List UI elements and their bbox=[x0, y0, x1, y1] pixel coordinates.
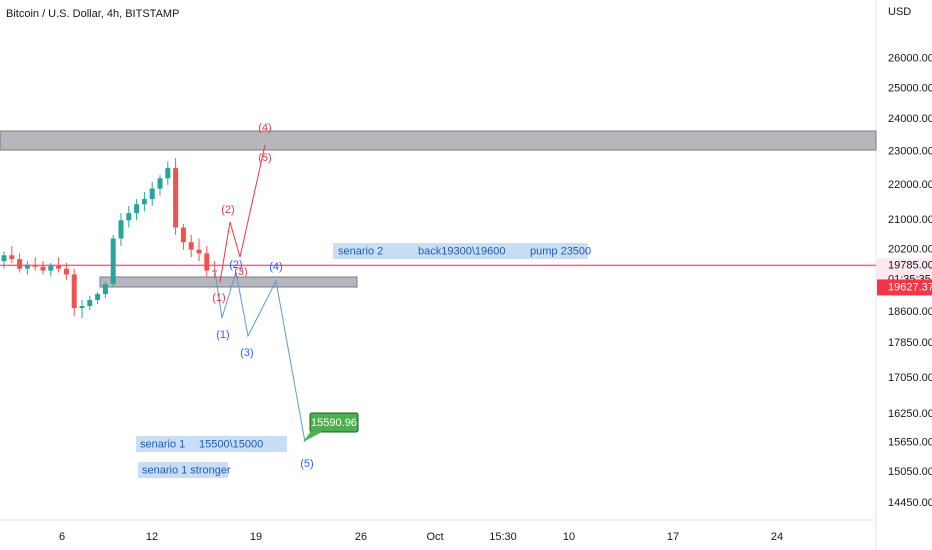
y-tick-label: 24000.00 bbox=[888, 113, 932, 125]
candle-body bbox=[110, 238, 116, 285]
y-tick-label: 22000.00 bbox=[888, 179, 932, 191]
target-box bbox=[309, 412, 359, 433]
candle-body bbox=[149, 188, 155, 199]
note-box bbox=[138, 462, 228, 478]
candle-body bbox=[56, 265, 62, 269]
candle-body bbox=[1, 255, 7, 261]
wave-label: (1) bbox=[212, 292, 225, 304]
note-box bbox=[136, 436, 287, 452]
wave-label: (4) bbox=[258, 122, 271, 134]
candle-body bbox=[87, 299, 93, 307]
candle-body bbox=[71, 274, 77, 309]
candle-body bbox=[196, 249, 202, 254]
candle-body bbox=[102, 284, 108, 295]
x-tick-label: 15:30 bbox=[489, 531, 517, 543]
x-tick-label: 24 bbox=[771, 531, 783, 543]
x-tick-label: Oct bbox=[426, 531, 443, 543]
y-tick-label: 21000.00 bbox=[888, 214, 932, 226]
candle-body bbox=[165, 168, 171, 179]
candle-body bbox=[180, 227, 186, 243]
wave-label: (2) bbox=[221, 204, 234, 216]
note-text: senario 2 bbox=[338, 245, 383, 257]
last-price-box bbox=[877, 279, 932, 296]
candle-body bbox=[40, 266, 46, 271]
y-tick-label: 20200.00 bbox=[888, 244, 932, 256]
y-tick-label: 17850.00 bbox=[888, 337, 932, 349]
candle-body bbox=[95, 294, 101, 300]
target-pointer bbox=[303, 430, 322, 442]
candle-body bbox=[157, 178, 163, 189]
y-tick-label: 15650.00 bbox=[888, 437, 932, 449]
y-tick-label: 26000.00 bbox=[888, 53, 932, 65]
y-tick-label: 18600.00 bbox=[888, 306, 932, 318]
note-text: back19300\19600 bbox=[418, 245, 505, 257]
axis-unit: USD bbox=[888, 6, 911, 18]
candle-body bbox=[9, 255, 15, 260]
y-tick-label: 14450.00 bbox=[888, 497, 932, 509]
wave-label: (3) bbox=[240, 347, 253, 359]
x-tick-label: 6 bbox=[59, 531, 65, 543]
x-tick-label: 10 bbox=[563, 531, 575, 543]
last-price-label: 19627.37 bbox=[888, 281, 932, 293]
candle-body bbox=[204, 253, 210, 271]
note-text: 15500\15000 bbox=[199, 438, 263, 450]
symbol-title: Bitcoin / U.S. Dollar, 4h, BITSTAMP bbox=[6, 8, 179, 20]
x-tick-label: 12 bbox=[146, 531, 158, 543]
x-tick-label: 26 bbox=[355, 531, 367, 543]
candle-body bbox=[173, 168, 179, 228]
support-zone bbox=[99, 276, 358, 288]
price-label: 19785.00 bbox=[888, 259, 932, 271]
y-tick-label: 25000.00 bbox=[888, 82, 932, 94]
x-tick-label: 19 bbox=[250, 531, 262, 543]
blue-wave bbox=[214, 271, 306, 443]
y-tick-label: 15050.00 bbox=[888, 466, 932, 478]
candle-body bbox=[17, 259, 23, 269]
y-tick-label: 23000.00 bbox=[888, 145, 932, 157]
target-label: 15590.96 bbox=[311, 417, 357, 429]
x-tick-label: 17 bbox=[667, 531, 679, 543]
candle-body bbox=[126, 213, 132, 221]
wave-label: (4) bbox=[269, 261, 282, 273]
y-tick-label: 16250.00 bbox=[888, 408, 932, 420]
wave-label: (3) bbox=[234, 266, 247, 278]
candle-body bbox=[141, 198, 147, 205]
resistance-zone bbox=[0, 130, 877, 151]
candle-body bbox=[212, 270, 218, 272]
candle-body bbox=[134, 204, 140, 214]
candle-body bbox=[118, 220, 124, 239]
candle-body bbox=[63, 268, 69, 275]
wave-label: (5) bbox=[300, 458, 313, 470]
red-wave bbox=[219, 144, 266, 283]
note-text: senario 1 stronger bbox=[142, 464, 231, 476]
note-box bbox=[333, 243, 588, 259]
wave-label: (1) bbox=[216, 329, 229, 341]
candle-body bbox=[48, 265, 54, 271]
candle-body bbox=[32, 264, 38, 267]
wave-label: (2) bbox=[229, 259, 242, 271]
y-tick-label: 17050.00 bbox=[888, 372, 932, 384]
wave-label: (5) bbox=[258, 152, 271, 164]
candle-body bbox=[24, 264, 30, 269]
note-text: senario 1 bbox=[140, 438, 185, 450]
note-text: pump 23500 bbox=[530, 245, 591, 257]
candle-body bbox=[79, 306, 85, 309]
candle-body bbox=[188, 242, 194, 250]
